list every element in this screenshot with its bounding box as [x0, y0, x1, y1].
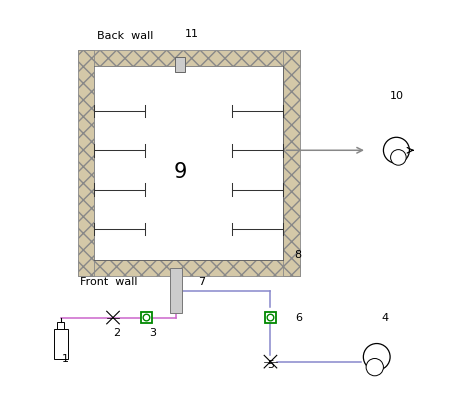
Circle shape	[383, 137, 410, 163]
Bar	[78, 50, 94, 276]
Circle shape	[364, 344, 390, 370]
Bar	[265, 312, 276, 323]
Circle shape	[267, 314, 274, 321]
Text: 3: 3	[149, 327, 156, 337]
Circle shape	[366, 359, 383, 376]
Text: Back  wall: Back wall	[97, 31, 153, 41]
Text: 1: 1	[62, 354, 69, 364]
Circle shape	[391, 150, 406, 165]
Bar	[170, 268, 182, 313]
Text: 5: 5	[267, 360, 274, 370]
Circle shape	[143, 314, 150, 321]
Text: 2: 2	[113, 327, 120, 337]
Text: 9: 9	[173, 162, 187, 182]
Bar	[78, 50, 300, 66]
Text: 10: 10	[390, 91, 403, 101]
Text: Front  wall: Front wall	[80, 277, 138, 287]
Text: 8: 8	[294, 250, 301, 260]
Bar	[57, 322, 64, 329]
Text: 6: 6	[296, 312, 303, 323]
Text: 4: 4	[381, 312, 388, 323]
Bar	[283, 50, 300, 276]
Bar	[141, 312, 152, 323]
Bar	[54, 329, 68, 359]
Text: 7: 7	[198, 277, 205, 287]
Bar	[175, 57, 185, 72]
Bar	[94, 66, 283, 260]
Bar	[78, 260, 300, 276]
Text: 11: 11	[185, 29, 199, 39]
